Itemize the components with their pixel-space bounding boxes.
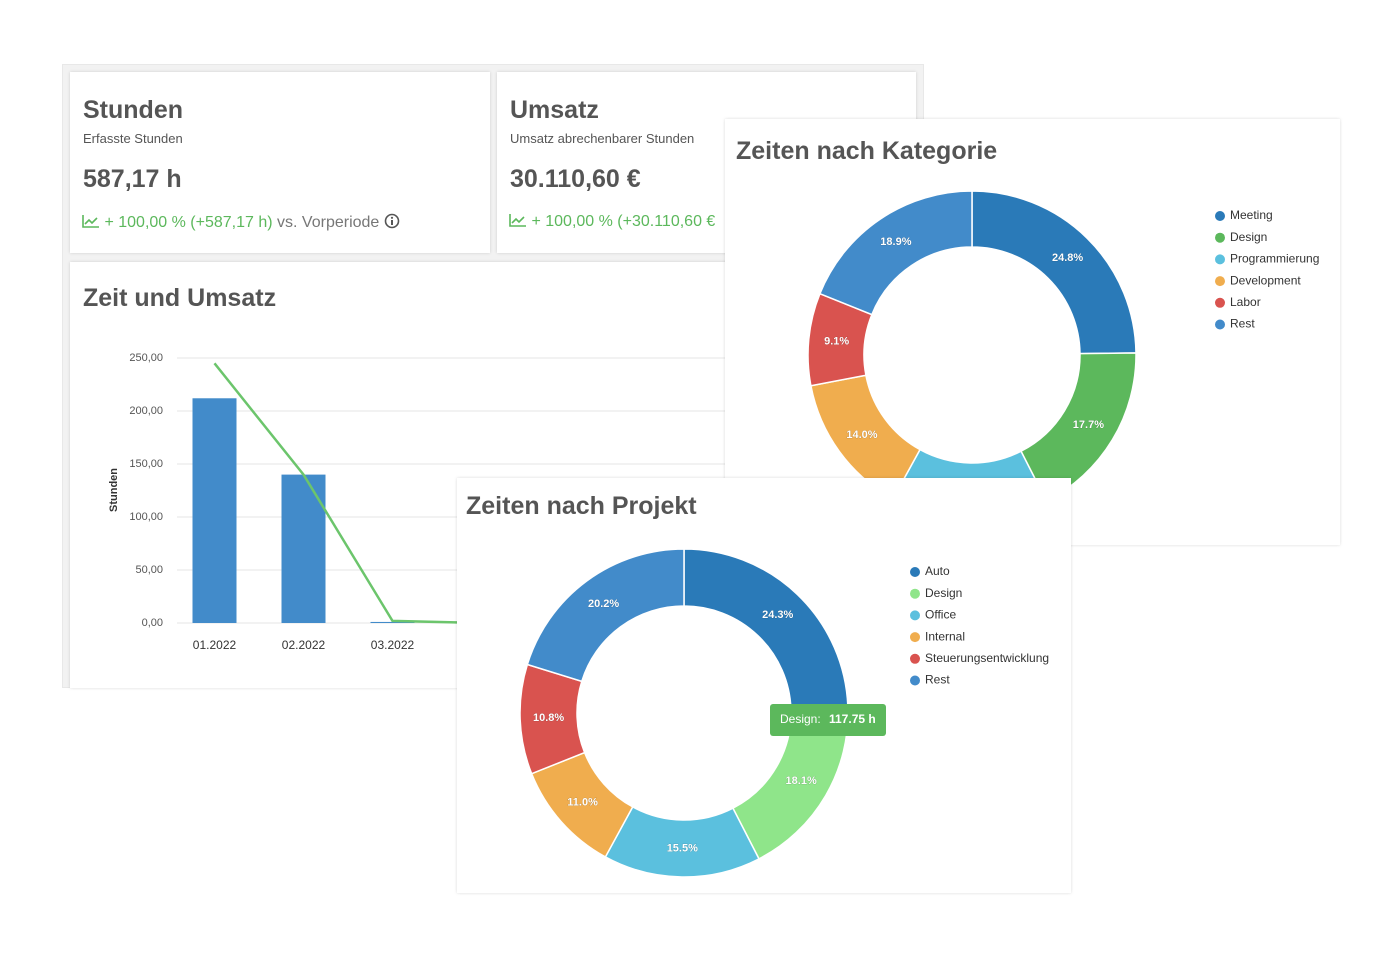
card-trend: + 100,00 % (+587,17 h) [104,214,273,231]
legend-label: Auto [925,564,950,578]
y-axis-title: Stunden [108,468,120,512]
donut-slice [526,548,685,683]
projekt-card: Zeiten nach Projekt 24.3% 18.1% 15.5% 11.0%… [457,478,1071,893]
legend-label: Rest [925,673,950,687]
legend-marker [1215,232,1225,243]
legend-marker [1215,297,1225,308]
card-title: Stunden [83,96,183,124]
bar [281,474,326,623]
legend-marker [910,588,920,599]
slice-label: 9.1% [824,336,849,348]
legend-label: Meeting [1230,208,1273,222]
card-trend-row: + 100,00 % (+587,17 h) vs. Vorperiode [82,213,400,232]
donut-slice [971,190,1137,355]
y-tick-label: 250,00 [129,352,163,364]
legend-label: Rest [1230,317,1255,331]
slice-label: 15.5% [667,842,698,854]
x-tick-label: 02.2022 [282,638,326,652]
trend-icon [509,214,526,227]
line-series [213,362,482,625]
slice-label: 10.8% [533,712,564,724]
slice-label: 11.0% [567,797,598,809]
x-tick-label: 01.2022 [193,638,237,652]
donut-slice [683,548,849,710]
legend-label: Internal [925,629,965,643]
trend-icon [82,215,99,228]
card-trend-row: + 100,00 % (+30.110,60 € [509,213,715,231]
legend-label: Design [1230,230,1267,244]
legend-marker [1215,276,1225,287]
legend-marker [1215,254,1225,265]
legend-marker [1215,319,1225,330]
slice-label: 20.2% [588,598,619,610]
card-subtitle: Umsatz abrechenbarer Stunden [510,131,695,146]
legend-marker [910,567,920,577]
y-tick-label: 100,00 [129,511,163,523]
chart-title: Zeiten nach Projekt [466,492,697,520]
y-tick-label: 50,00 [135,564,163,576]
legend-marker [1215,211,1225,221]
legend-label: Steuerungsentwicklung [925,651,1049,665]
bar [370,621,415,623]
legend-label: Labor [1230,295,1261,309]
y-tick-label: 200,00 [129,405,163,417]
legend-label: Design [925,586,962,600]
card-value: 587,17 h [83,165,182,193]
tooltip-label: Design: [780,712,821,726]
donut-chart: 24.3% 18.1% 15.5% 11.0% 10.8% 20.2% Auto Design… [519,548,1049,878]
legend-marker [910,653,920,664]
legend-marker [910,675,920,686]
card-subtitle: Erfasste Stunden [83,131,183,146]
legend-marker [910,610,920,621]
slice-label: 14.0% [846,429,877,441]
slice-label: 17.7% [1073,419,1104,431]
tooltip-value: 117.75 h [829,712,876,726]
card-trend: + 100,00 % (+30.110,60 € [531,213,716,230]
tooltip-box [770,704,886,736]
bar [192,398,237,623]
legend-label: Office [925,608,956,622]
slice-label: 18.9% [880,236,911,248]
slice-label: 18.1% [786,775,817,787]
slice-label: 24.3% [762,609,793,621]
y-tick-label: 150,00 [129,458,163,470]
donut-slice [818,190,973,316]
legend-label: Development [1230,273,1301,287]
info-icon[interactable] [384,213,400,229]
x-tick-label: 03.2022 [371,638,415,652]
kategorie-card: Zeiten nach Kategorie 24.8% 17.7% 14.0% 9.1… [725,119,1340,545]
legend-label: Programmierung [1230,252,1319,266]
stunden-card: Stunden Erfasste Stunden 587,17 h + 100,… [70,72,490,253]
legend-marker [910,632,920,643]
slice-label: 24.8% [1052,252,1083,264]
card-trend-suffix: vs. Vorperiode [277,214,380,231]
chart-title: Zeit und Umsatz [83,284,277,312]
y-tick-label: 0,00 [142,617,163,629]
chart-title: Zeiten nach Kategorie [736,137,998,165]
card-value: 30.110,60 € [510,165,641,193]
bar-line-chart: 0,00 50,00 100,00 150,00 200,00 250,00 Stunden… [108,352,916,652]
card-title: Umsatz [510,96,599,124]
